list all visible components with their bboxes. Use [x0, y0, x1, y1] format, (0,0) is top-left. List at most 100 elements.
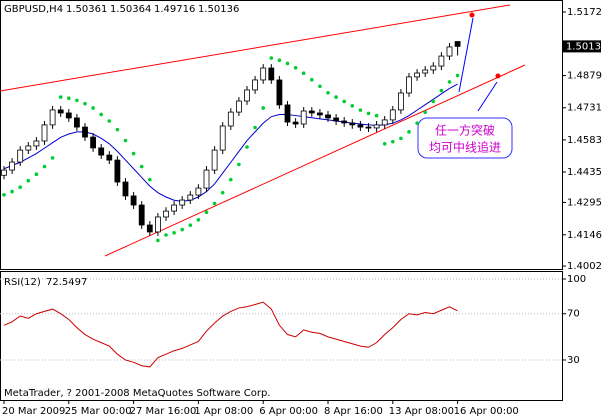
trend-point: [495, 73, 501, 79]
candle-body: [373, 124, 380, 129]
candle-body: [187, 194, 194, 201]
candle-body: [422, 69, 429, 74]
sar-dot: [164, 233, 168, 237]
sar-dot: [212, 201, 217, 206]
sar-dot: [156, 238, 160, 243]
candle-body: [454, 41, 461, 47]
candle-body: [406, 76, 412, 94]
sar-dot: [350, 103, 355, 108]
candle-body: [438, 55, 445, 67]
candle-body: [90, 136, 96, 149]
sar-dot: [229, 177, 233, 182]
sar-dot: [245, 145, 249, 149]
sar-dot: [342, 99, 347, 104]
sar-dot: [115, 127, 120, 132]
candle-body: [65, 112, 72, 119]
sar-dot: [269, 56, 274, 60]
candle-body: [389, 109, 396, 121]
x-tick-label: 20 Mar 2009: [2, 406, 65, 417]
header-open: 1.50361: [66, 4, 107, 15]
candle-body: [292, 121, 299, 125]
sar-dot: [26, 178, 31, 183]
sar-dot: [326, 90, 330, 95]
sar-dot: [204, 210, 209, 214]
candle-body: [227, 111, 234, 127]
sar-dot: [407, 130, 411, 134]
annotation-box: [417, 117, 513, 159]
annotation-text: 任一方突破: [435, 123, 495, 138]
header-high: 1.50364: [110, 4, 151, 15]
projection-line: [477, 81, 498, 112]
header-low: 1.49716: [154, 4, 195, 15]
candle-body: [365, 126, 372, 129]
sar-dot: [318, 84, 322, 89]
sar-dot: [253, 125, 257, 130]
x-tick-label: 8 Apr 16:00: [324, 406, 383, 417]
sar-dot: [358, 108, 363, 112]
candle-body: [138, 204, 145, 226]
candle-body: [163, 210, 169, 218]
candle-body: [114, 159, 121, 183]
candle-body: [98, 147, 105, 156]
sar-dot: [237, 162, 241, 167]
copyright: MetaTrader, ? 2001-2008 MetaQuotes Softw…: [4, 388, 270, 399]
candle-body: [300, 110, 307, 125]
y-tick-label: 1.42950: [567, 197, 602, 208]
y-tick-label: 1.40020: [567, 261, 602, 272]
x-tick-label: 1 Apr 08:00: [194, 406, 253, 417]
candle-body: [106, 154, 113, 161]
candle-body: [82, 126, 88, 138]
candle-body: [325, 114, 331, 119]
sar-dot: [131, 151, 136, 156]
candle-body: [122, 181, 129, 197]
candle-body: [57, 109, 64, 114]
candle-body: [430, 65, 437, 71]
y-tick-label: 1.44350: [567, 167, 602, 178]
candle-body: [1, 169, 7, 176]
sar-dot: [139, 164, 144, 169]
trend-line: [104, 64, 526, 257]
sar-dot: [220, 190, 225, 195]
candle-body: [357, 124, 364, 128]
sar-dot: [83, 101, 87, 106]
x-tick-label: 13 Apr 08:00: [389, 406, 454, 417]
candle-body: [195, 187, 202, 196]
rsi-line: [3, 301, 458, 368]
y-tick-label: 1.51720: [567, 7, 602, 18]
candle-body: [171, 204, 178, 212]
sar-dot: [374, 113, 379, 118]
sar-dot: [99, 112, 103, 117]
candle-body: [268, 67, 275, 81]
sar-dot: [431, 99, 436, 104]
sar-dot: [123, 138, 128, 143]
sar-dot: [447, 80, 452, 84]
sar-dot: [18, 185, 23, 190]
candle-body: [25, 145, 32, 151]
sar-dot: [67, 96, 71, 100]
candle-body: [203, 169, 210, 189]
header-close: 1.50136: [198, 4, 239, 15]
sar-dot: [399, 136, 403, 141]
sar-dot: [188, 223, 193, 228]
sar-dot: [75, 98, 79, 103]
candle-body: [49, 109, 56, 126]
sar-dot: [50, 156, 55, 160]
sar-dot: [293, 65, 298, 70]
candle-body: [284, 104, 291, 123]
sar-dot: [366, 111, 371, 116]
sar-dot: [277, 58, 282, 62]
sar-dot: [261, 106, 266, 110]
rsi-pane: [0, 271, 563, 401]
sar-dot: [285, 61, 290, 66]
y-tick-label: 100: [567, 274, 586, 285]
sar-dot: [2, 193, 6, 197]
sar-dot: [334, 95, 338, 99]
x-tick-label: 27 Mar 16:00: [130, 406, 197, 417]
y-tick-label: 30: [567, 355, 580, 366]
sar-dot: [107, 119, 112, 123]
rsi-value: 72.5497: [46, 277, 87, 288]
price-pane: [0, 0, 563, 270]
